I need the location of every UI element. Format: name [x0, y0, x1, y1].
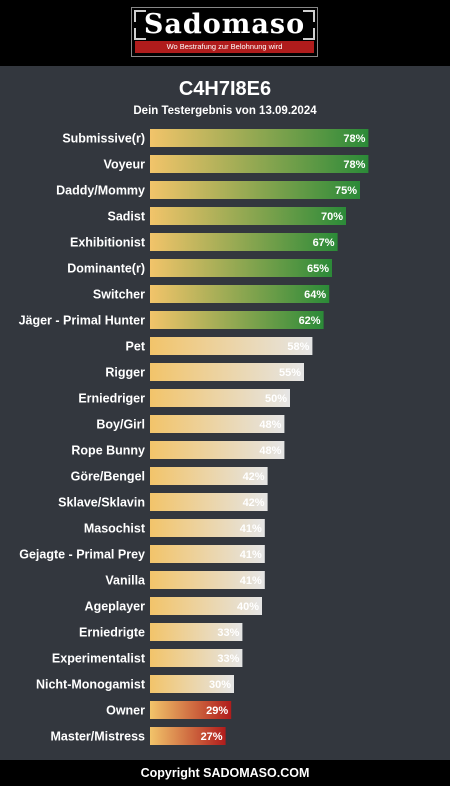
- bar-value-label: 55%: [279, 367, 301, 379]
- category-label: Vanilla: [105, 574, 146, 588]
- results-bar-chart: Submissive(r) 78% Voyeur 78% Daddy/Mommy 75% S…: [19, 129, 369, 745]
- bar-value-label: 70%: [321, 211, 343, 223]
- bar-value-label: 58%: [287, 341, 309, 353]
- bar-value-label: 41%: [240, 575, 262, 587]
- bar-value-label: 48%: [259, 419, 281, 431]
- result-bar: [150, 441, 285, 459]
- result-bar: [150, 129, 369, 147]
- bar-value-label: 33%: [217, 653, 239, 665]
- result-bar: [150, 389, 290, 407]
- result-bar: [150, 233, 338, 251]
- category-label: Experimentalist: [52, 652, 146, 666]
- category-label: Erniedriger: [78, 392, 145, 406]
- bar-value-label: 27%: [201, 731, 223, 743]
- category-label: Pet: [126, 340, 146, 354]
- result-bar: [150, 701, 232, 719]
- result-bar: [150, 519, 265, 537]
- result-bar: [150, 493, 268, 511]
- category-label: Göre/Bengel: [71, 470, 145, 484]
- category-label: Sklave/Sklavin: [58, 496, 145, 510]
- category-label: Erniedrigte: [79, 626, 145, 640]
- logo-ornament: [303, 28, 315, 40]
- category-label: Owner: [106, 704, 145, 718]
- category-label: Rigger: [105, 366, 145, 380]
- result-bar: [150, 259, 332, 277]
- category-label: Master/Mistress: [51, 730, 146, 744]
- result-bar: [150, 571, 265, 589]
- bar-value-label: 29%: [206, 705, 228, 717]
- result-bar: [150, 467, 268, 485]
- result-bar: [150, 155, 369, 173]
- category-label: Switcher: [93, 288, 145, 302]
- bar-value-label: 40%: [237, 601, 259, 613]
- site-logo[interactable]: Sadomaso Wo Bestrafung zur Belohnung wir…: [131, 7, 318, 57]
- bar-value-label: 30%: [209, 679, 231, 691]
- result-bar: [150, 649, 243, 667]
- bar-value-label: 62%: [299, 315, 321, 327]
- logo-ornament: [134, 28, 146, 40]
- result-bar: [150, 363, 304, 381]
- category-label: Rope Bunny: [71, 444, 145, 458]
- copyright-footer: Copyright SADOMASO.COM: [0, 760, 450, 786]
- bar-value-label: 41%: [240, 549, 262, 561]
- bar-value-label: 65%: [307, 263, 329, 275]
- result-bar: [150, 415, 285, 433]
- category-label: Nicht-Monogamist: [36, 678, 146, 692]
- logo-tagline: Wo Bestrafung zur Belohnung wird: [135, 41, 314, 53]
- result-bar: [150, 675, 234, 693]
- logo-wordmark: Sadomaso: [143, 9, 306, 40]
- category-label: Gejagte - Primal Prey: [19, 548, 145, 562]
- bar-value-label: 67%: [313, 237, 335, 249]
- result-bar: [150, 311, 324, 329]
- result-subtitle: Dein Testergebnis von 13.09.2024: [133, 105, 317, 117]
- bar-value-label: 75%: [335, 185, 357, 197]
- result-title: C4H7I8E6: [178, 78, 272, 100]
- bar-value-label: 50%: [265, 393, 287, 405]
- result-bar: [150, 285, 330, 303]
- category-label: Dominante(r): [67, 262, 145, 276]
- bar-value-label: 42%: [243, 471, 265, 483]
- result-bar: [150, 727, 226, 745]
- category-label: Jäger - Primal Hunter: [19, 314, 146, 328]
- logo-ornament: [134, 10, 146, 22]
- result-bar: [150, 597, 262, 615]
- result-bar: [150, 623, 243, 641]
- category-label: Submissive(r): [62, 132, 145, 146]
- category-label: Voyeur: [104, 158, 146, 172]
- category-label: Sadist: [107, 210, 145, 224]
- bar-value-label: 33%: [217, 627, 239, 639]
- bar-value-label: 48%: [259, 445, 281, 457]
- logo-ornament: [303, 10, 315, 22]
- category-label: Exhibitionist: [70, 236, 146, 250]
- bar-value-label: 41%: [240, 523, 262, 535]
- result-bar: [150, 337, 313, 355]
- bar-value-label: 64%: [304, 289, 326, 301]
- result-bar: [150, 545, 265, 563]
- category-label: Masochist: [84, 522, 146, 536]
- bar-value-label: 42%: [243, 497, 265, 509]
- category-label: Ageplayer: [85, 600, 146, 614]
- result-bar: [150, 181, 360, 199]
- bar-value-label: 78%: [343, 159, 365, 171]
- bar-value-label: 78%: [343, 133, 365, 145]
- category-label: Daddy/Mommy: [56, 184, 145, 198]
- result-bar: [150, 207, 346, 225]
- header-bar: Sadomaso Wo Bestrafung zur Belohnung wir…: [0, 0, 450, 66]
- category-label: Boy/Girl: [96, 418, 145, 432]
